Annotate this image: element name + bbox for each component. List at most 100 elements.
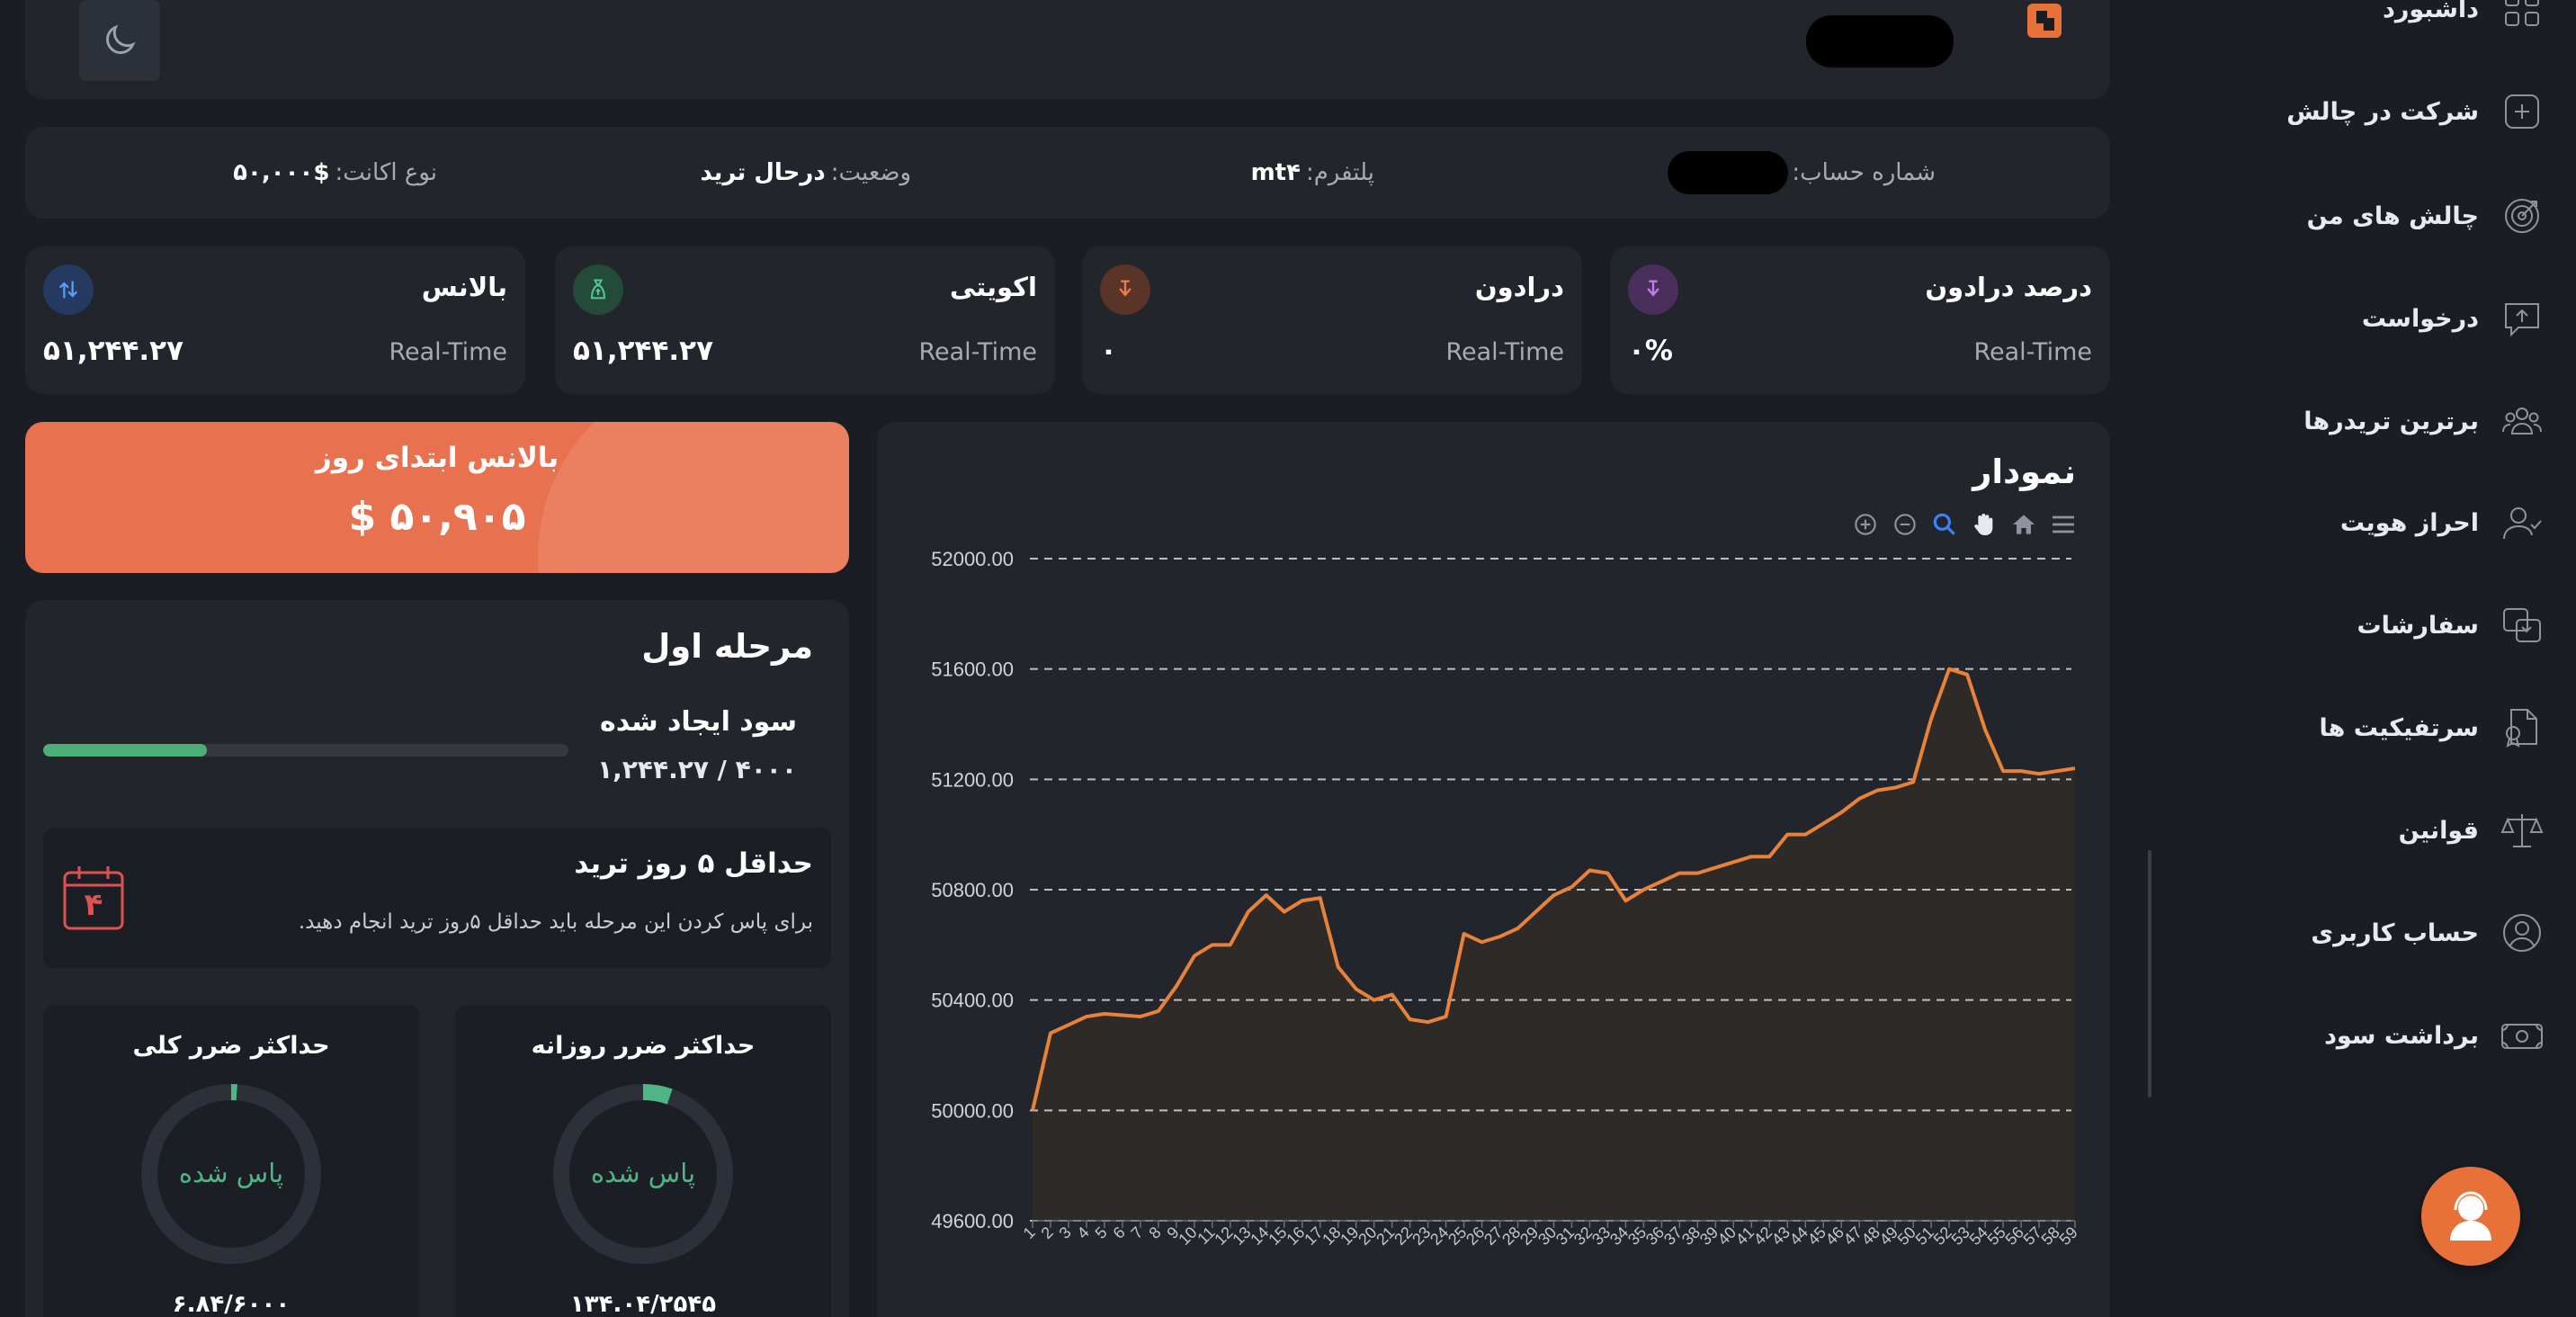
chart-title: نمودار [1972,452,2076,491]
certificate-icon [2499,704,2545,751]
users-icon [2499,398,2545,444]
profit-progress-bar [43,744,568,757]
min-days-title: حداقل ۵ روز ترید [574,847,813,880]
x-tick-label: 2 [1038,1223,1057,1242]
pan-button[interactable] [1968,508,2000,541]
sidebar-item-label: شرکت در چالش [2286,97,2479,126]
reset-zoom-button[interactable] [2008,508,2040,541]
account-type: نوع اکانت: ۵۰,۰۰۰$ [233,127,437,219]
sidebar-item-user-account[interactable]: حساب کاربری [2311,906,2545,960]
stat-subtitle: Real-Time [918,338,1037,366]
zoom-in-button[interactable] [1849,508,1882,541]
x-tick-label: 3 [1056,1223,1075,1242]
max-total-loss-title: حداکثر ضرر کلی [132,1032,330,1060]
balance-chart: 52000.00 51600.00 51200.00 50800.00 50400.00… [931,548,2081,1249]
user-check-icon [2499,499,2545,546]
support-button[interactable] [2421,1167,2520,1266]
x-tick-label: 59 [2056,1223,2081,1249]
sidebar-item-label: احراز هویت [2339,508,2479,537]
sidebar-item-label: درخواست [2361,304,2479,333]
max-total-loss-status: پاس شده [178,1158,284,1188]
stat-value: ۰% [1628,335,1673,367]
sidebar-item-label: داشبورد [2382,0,2479,23]
arrow-down-icon [1100,264,1150,315]
stat-value: ۰ [1100,335,1117,367]
sidebar-item-label: سرتفیکیت ها [2319,713,2479,742]
grid-icon [2499,0,2545,32]
y-tick-label: 50800.00 [931,879,1014,901]
calendar-day: ۴ [84,887,103,923]
stat-title: درصد درادون [1925,272,2092,302]
home-icon [2013,515,2035,534]
day-start-balance-title: بالانس ابتدای روز [315,442,559,474]
zoom-out-icon [1894,514,1916,535]
sidebar-item-label: برترین تریدرها [2303,407,2479,435]
account-number: شماره حساب: [1668,127,1936,219]
stage-title: مرحله اول [641,627,813,666]
chart-menu-button[interactable] [2047,508,2080,541]
theme-toggle-button[interactable] [79,0,160,81]
stage-card: مرحله اول سود ایجاد شده ۱,۲۴۴.۲۷ / ۴۰۰۰ … [25,600,849,1317]
stat-drawdown-percent: درصد درادون Real-Time ۰% [1610,246,2110,394]
zoom-out-button[interactable] [1889,508,1921,541]
sidebar-item-orders[interactable]: سفارشات [2357,598,2546,652]
moon-icon [106,24,136,54]
sidebar-item-top-traders[interactable]: برترین تریدرها [2303,394,2545,448]
sidebar-item-request[interactable]: درخواست [2362,291,2545,345]
hand-icon [1974,514,1993,535]
magnifier-icon [1933,513,1955,535]
chart-area-fill [1033,668,2075,1221]
max-total-loss-value: ۶.۸۴/۶۰۰۰ [172,1291,291,1317]
stat-subtitle: Real-Time [1973,338,2092,366]
day-start-balance-card: بالانس ابتدای روز $ ۵۰,۹۰۵ [25,422,849,573]
profit-progress-fill [43,744,207,757]
user-circle-icon [2499,909,2545,956]
selection-zoom-button[interactable] [1928,508,1961,541]
top-bar [25,0,2110,99]
user-name-redacted [1806,15,1954,67]
sidebar-item-join-challenge[interactable]: شرکت در چالش [2286,85,2545,139]
x-tick-label: 1 [1020,1223,1039,1242]
profit-title: سود ایجاد شده [600,706,797,738]
stat-title: بالانس [421,272,507,302]
chart-card: 52000.00 51600.00 51200.00 50800.00 50400.00… [877,422,2110,1317]
stat-equity: اکویتی Real-Time ۵۱,۲۴۴.۲۷ [555,246,1055,394]
support-agent-icon [2450,1191,2491,1241]
min-trading-days-box: حداقل ۵ روز ترید برای پاس کردن این مرحله… [43,828,831,968]
stat-title: درادون [1474,272,1564,302]
y-tick-label: 51600.00 [931,658,1014,681]
y-tick-label: 49600.00 [931,1210,1014,1232]
sidebar-item-my-challenges[interactable]: چالش های من [2307,189,2545,243]
plus-square-icon [2499,88,2545,135]
platform-value: mt۴ [1250,159,1301,186]
sidebar-item-label: سفارشات [2357,611,2480,640]
profit-value: ۱,۲۴۴.۲۷ / ۴۰۰۰ [597,755,797,784]
sidebar [2150,0,2576,1317]
y-tick-label: 50000.00 [931,1099,1014,1122]
scrollbar[interactable] [2148,850,2151,1098]
sidebar-item-certificates[interactable]: سرتفیکیت ها [2319,701,2545,755]
sidebar-item-dashboard[interactable]: داشبورد [2383,0,2545,36]
arrows-updown-icon [43,264,94,315]
sidebar-item-withdraw-profit[interactable]: برداشت سود [2324,1008,2545,1062]
stat-balance: بالانس Real-Time ۵۱,۲۴۴.۲۷ [25,246,525,394]
account-number-label: شماره حساب: [1792,159,1936,186]
account-type-label: نوع اکانت: [335,159,438,186]
sidebar-item-label: حساب کاربری [2311,918,2479,947]
status-value: درحال ترید [700,159,826,186]
upload-message-icon [2499,295,2545,342]
platform-label: پلتفرم: [1305,159,1374,186]
max-total-loss-card: حداکثر ضرر کلی پاس شده ۶.۸۴/۶۰۰۰ [43,1005,419,1317]
sidebar-item-kyc[interactable]: احراز هویت [2340,496,2545,550]
status-label: وضعیت: [830,159,911,186]
sidebar-item-rules[interactable]: قوانین [2399,803,2545,857]
account-type-value: ۵۰,۰۰۰$ [233,159,330,186]
y-tick-label: 52000.00 [931,548,1014,570]
brand-logo [2027,4,2062,38]
account-number-redacted [1668,151,1789,194]
x-tick-label: 4 [1074,1223,1093,1242]
stat-title: اکویتی [949,272,1037,302]
decorative-ring [538,422,849,573]
orders-icon [2499,602,2545,649]
chart-toolbar [1849,508,2080,541]
